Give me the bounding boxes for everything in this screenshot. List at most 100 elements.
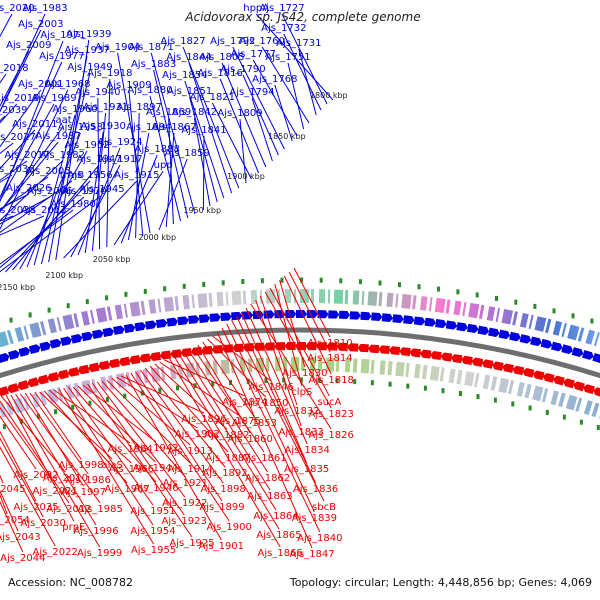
gene-leader-line xyxy=(0,437,44,518)
gene-leader-line xyxy=(91,112,107,252)
reverse-gene-arrow xyxy=(440,352,453,362)
gene-leader-line xyxy=(0,29,42,113)
gene-label: Ajs_1954 xyxy=(130,526,175,537)
gene-label: Ajs_2012 xyxy=(46,504,91,515)
gene-leader-line xyxy=(281,13,328,105)
gene-leader-line xyxy=(135,112,140,239)
gene-label: Ajs_1805 xyxy=(199,52,244,63)
reverse-gene-arrow xyxy=(542,372,555,383)
gene-leader-line xyxy=(10,394,101,548)
forward-gene-arrow xyxy=(582,349,594,360)
gene-label: Ajs_2039 xyxy=(0,105,27,116)
gene-leader-line xyxy=(274,84,293,142)
gene-label: Ajs_1854 xyxy=(162,70,207,81)
gene-leader-line xyxy=(0,103,55,202)
gene-label: Ajs_1918 xyxy=(87,68,132,79)
gene-label: Ajs_2013 xyxy=(21,205,66,216)
gene-leader-line xyxy=(0,61,63,199)
reverse-gene-arrow xyxy=(253,342,265,351)
gene-label: Ajs_1902 xyxy=(175,429,220,440)
marker-tick xyxy=(124,291,128,297)
reverse-gene-arrow xyxy=(522,368,535,378)
gene-leader-line xyxy=(293,267,331,338)
backbone-arc xyxy=(0,327,600,379)
forward-gene-arrow xyxy=(18,347,31,357)
marker-tick xyxy=(300,277,304,283)
reverse-gene-arrow xyxy=(336,342,348,352)
marker-tick xyxy=(378,280,382,286)
forward-gene-arrow xyxy=(540,338,553,349)
gene-label: Ajs_1869 xyxy=(146,107,191,118)
gene-leader-line xyxy=(19,150,88,270)
gene-label: Ajs_1989 xyxy=(31,93,76,104)
marker-tick xyxy=(437,286,440,292)
gene-leader-line xyxy=(72,386,157,483)
marker-tick xyxy=(260,278,264,284)
feature-band-outer xyxy=(0,289,600,348)
gene-label: Ajs_1882 xyxy=(204,430,249,441)
feature-band-inner xyxy=(0,357,600,419)
gene-label: Ajs_2038 xyxy=(0,205,36,216)
forward-gene-arrow xyxy=(488,327,500,337)
gene-leader-line xyxy=(274,283,303,387)
gene-leader-line xyxy=(178,353,277,511)
gene-label: Ajs_1832 xyxy=(274,406,319,417)
gene-label: Ajs_1792 xyxy=(210,36,255,47)
gene-leader-line xyxy=(0,430,37,502)
marker-tick xyxy=(590,318,594,324)
reverse-gene-arrow xyxy=(532,370,545,381)
marker-tick xyxy=(202,281,206,287)
genome-backbone xyxy=(0,327,600,379)
gene-label: Ajs_1861 xyxy=(241,453,286,464)
reverse-gene-arrow xyxy=(149,351,161,361)
gene-leader-line xyxy=(96,381,186,498)
gene-leader-line xyxy=(82,384,157,443)
marker-tick xyxy=(514,299,518,305)
gene-label: Ajs_1967 xyxy=(105,484,150,495)
gene-label: Ajs_1897 xyxy=(117,102,162,113)
gene-label: Ajs_1814 xyxy=(307,353,352,364)
forward-gene-arrow xyxy=(285,309,297,319)
gene-leader-line xyxy=(33,114,76,266)
gene-label: Ajs_1841 xyxy=(181,125,226,136)
gene-label: Ajs_2005 xyxy=(25,166,70,177)
tick-label: 2000 kbp xyxy=(138,233,176,242)
gene-label: Ajs_1865 xyxy=(256,530,301,541)
marker-tick xyxy=(221,280,225,286)
marker-tick xyxy=(176,385,179,391)
marker-tick xyxy=(105,295,109,301)
forward-gene-arrow xyxy=(360,311,372,321)
marker-tick xyxy=(264,378,268,384)
gene-label: Ajs_1859 xyxy=(165,148,210,159)
gene-leader-line xyxy=(0,415,37,470)
forward-gene-arrow xyxy=(456,322,468,332)
gene-leader-line xyxy=(168,357,281,548)
forward-gene-arrow xyxy=(49,338,62,349)
gene-leader-line xyxy=(0,125,65,213)
gene-leader-line xyxy=(165,132,175,228)
forward-gene-arrow xyxy=(509,331,521,342)
marker-tick xyxy=(441,388,445,394)
gene-leader-line xyxy=(63,387,154,526)
forward-gene-arrow xyxy=(295,309,307,319)
gene-label: Ajs_1925 xyxy=(169,538,214,549)
forward-gene-arrow xyxy=(209,313,221,322)
marker-tick xyxy=(562,414,566,420)
gene-label: Ajs_2003 xyxy=(18,19,63,30)
forward-gene-leaders xyxy=(0,13,334,273)
reverse-gene-arrow xyxy=(399,347,411,357)
reverse-gene-arrow xyxy=(159,350,172,360)
reverse-gene-arrow xyxy=(430,351,442,361)
gene-leader-line xyxy=(288,271,331,353)
reverse-gene-arrow xyxy=(512,365,525,376)
outer-feature-arc xyxy=(0,289,600,348)
gene-label: upp xyxy=(154,160,173,171)
gene-label: Ajs_1931 xyxy=(83,102,128,113)
gene-label: Ajs_1732 xyxy=(261,23,306,34)
gene-leader-line xyxy=(0,400,70,504)
tick-label: 1850 kbp xyxy=(268,132,306,141)
gene-leader-line xyxy=(279,279,306,368)
forward-gene-arrow xyxy=(519,334,532,344)
gene-label: Ajs_2026 xyxy=(6,183,51,194)
forward-gene-arrow xyxy=(561,344,573,355)
